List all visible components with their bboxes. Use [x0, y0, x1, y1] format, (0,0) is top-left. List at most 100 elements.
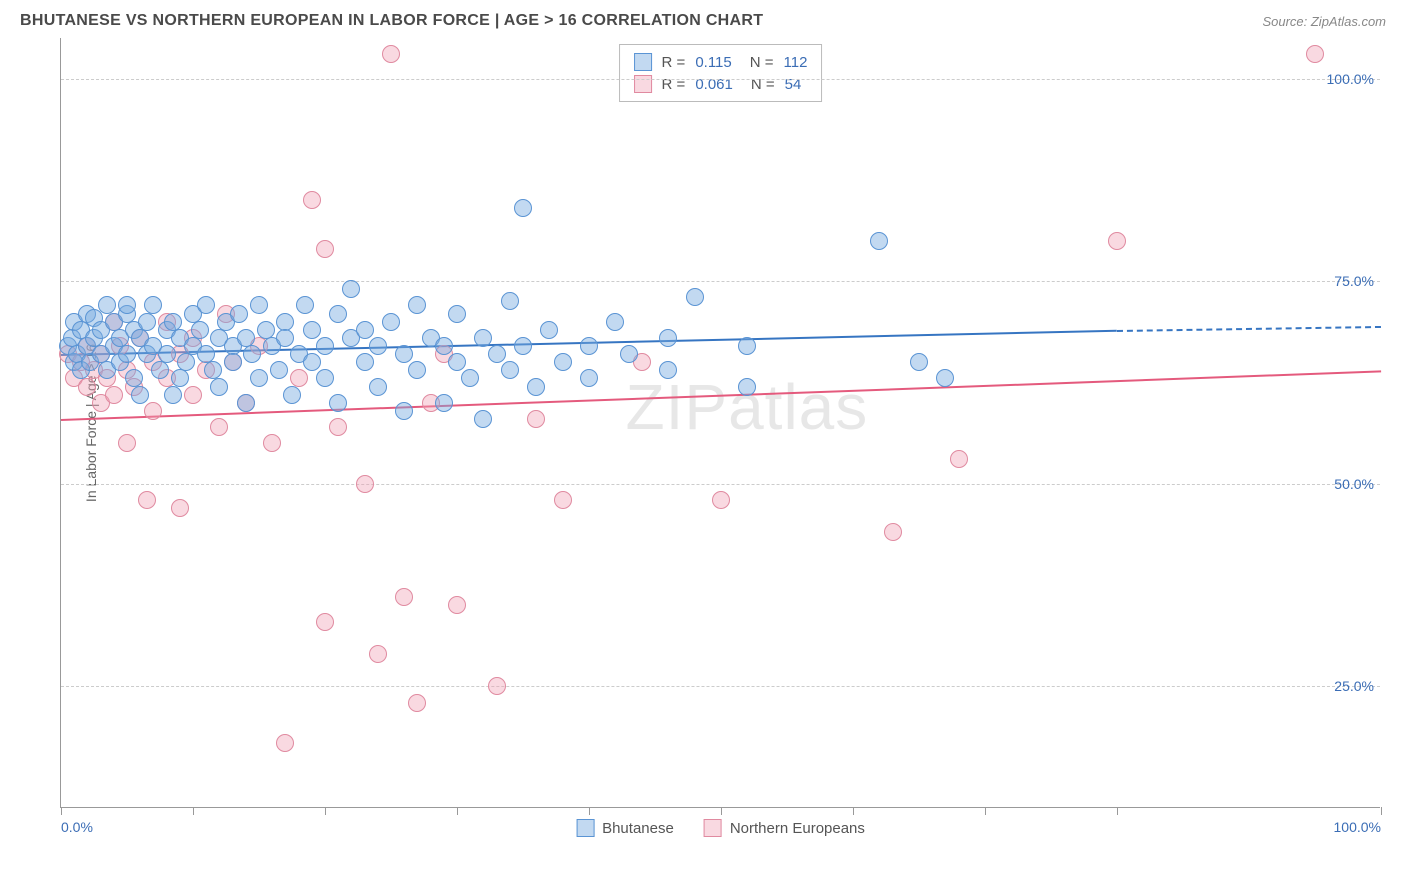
x-tick	[853, 807, 854, 815]
data-point-bhutanese	[870, 232, 888, 250]
data-point-bhutanese	[606, 313, 624, 331]
data-point-neuropean	[138, 491, 156, 509]
data-point-bhutanese	[118, 296, 136, 314]
x-tick	[1117, 807, 1118, 815]
data-point-neuropean	[369, 645, 387, 663]
data-point-bhutanese	[164, 386, 182, 404]
data-point-neuropean	[950, 450, 968, 468]
data-point-neuropean	[316, 613, 334, 631]
legend-item-neuropean: Northern Europeans	[704, 819, 865, 837]
swatch-bhutanese	[576, 819, 594, 837]
data-point-bhutanese	[144, 296, 162, 314]
data-point-bhutanese	[435, 337, 453, 355]
data-point-bhutanese	[118, 345, 136, 363]
y-tick-label: 50.0%	[1334, 476, 1374, 492]
legend-label-bhutanese: Bhutanese	[602, 820, 674, 837]
data-point-bhutanese	[197, 296, 215, 314]
data-point-bhutanese	[138, 313, 156, 331]
data-point-bhutanese	[408, 361, 426, 379]
data-point-bhutanese	[527, 378, 545, 396]
data-point-bhutanese	[329, 305, 347, 323]
data-point-bhutanese	[395, 402, 413, 420]
data-point-neuropean	[448, 596, 466, 614]
r-value-bhutanese: 0.115	[695, 54, 731, 71]
x-tick	[1381, 807, 1382, 815]
data-point-bhutanese	[151, 361, 169, 379]
data-point-bhutanese	[316, 337, 334, 355]
x-tick	[457, 807, 458, 815]
data-point-bhutanese	[554, 353, 572, 371]
x-tick	[985, 807, 986, 815]
data-point-neuropean	[1306, 45, 1324, 63]
data-point-bhutanese	[501, 292, 519, 310]
data-point-bhutanese	[382, 313, 400, 331]
data-point-bhutanese	[474, 410, 492, 428]
data-point-bhutanese	[540, 321, 558, 339]
gridline	[61, 484, 1380, 485]
data-point-neuropean	[210, 418, 228, 436]
data-point-neuropean	[356, 475, 374, 493]
data-point-neuropean	[118, 434, 136, 452]
stats-box: R = 0.115 N = 112 R = 0.061 N = 54	[619, 44, 823, 102]
gridline	[61, 281, 1380, 282]
data-point-neuropean	[171, 499, 189, 517]
r-label: R =	[662, 54, 686, 71]
data-point-bhutanese	[488, 345, 506, 363]
stats-row-neuropean: R = 0.061 N = 54	[634, 73, 808, 95]
data-point-neuropean	[303, 191, 321, 209]
data-point-neuropean	[884, 523, 902, 541]
data-point-neuropean	[263, 434, 281, 452]
data-point-bhutanese	[738, 337, 756, 355]
data-point-bhutanese	[329, 394, 347, 412]
data-point-neuropean	[395, 588, 413, 606]
x-tick	[721, 807, 722, 815]
data-point-neuropean	[184, 386, 202, 404]
data-point-bhutanese	[738, 378, 756, 396]
data-point-neuropean	[105, 386, 123, 404]
swatch-neuropean	[704, 819, 722, 837]
y-tick-label: 75.0%	[1334, 273, 1374, 289]
data-point-neuropean	[1108, 232, 1126, 250]
data-point-bhutanese	[580, 337, 598, 355]
data-point-neuropean	[527, 410, 545, 428]
data-point-bhutanese	[210, 378, 228, 396]
data-point-bhutanese	[369, 337, 387, 355]
data-point-neuropean	[554, 491, 572, 509]
data-point-bhutanese	[243, 345, 261, 363]
data-point-neuropean	[316, 240, 334, 258]
data-point-bhutanese	[686, 288, 704, 306]
x-tick	[193, 807, 194, 815]
data-point-bhutanese	[448, 305, 466, 323]
data-point-neuropean	[408, 694, 426, 712]
data-point-bhutanese	[501, 361, 519, 379]
x-tick	[61, 807, 62, 815]
legend-label-neuropean: Northern Europeans	[730, 820, 865, 837]
chart-title: BHUTANESE VS NORTHERN EUROPEAN IN LABOR …	[20, 12, 763, 30]
data-point-bhutanese	[283, 386, 301, 404]
data-point-bhutanese	[316, 369, 334, 387]
data-point-bhutanese	[237, 394, 255, 412]
n-value-bhutanese: 112	[784, 54, 808, 71]
data-point-bhutanese	[356, 321, 374, 339]
y-tick-label: 100.0%	[1327, 71, 1374, 87]
data-point-bhutanese	[303, 321, 321, 339]
data-point-bhutanese	[342, 280, 360, 298]
data-point-bhutanese	[620, 345, 638, 363]
data-point-neuropean	[712, 491, 730, 509]
legend: Bhutanese Northern Europeans	[576, 819, 865, 837]
data-point-bhutanese	[191, 321, 209, 339]
x-tick-label: 100.0%	[1334, 819, 1381, 835]
data-point-bhutanese	[356, 353, 374, 371]
data-point-bhutanese	[250, 369, 268, 387]
data-point-neuropean	[488, 677, 506, 695]
data-point-bhutanese	[514, 199, 532, 217]
data-point-bhutanese	[131, 386, 149, 404]
data-point-bhutanese	[296, 296, 314, 314]
gridline	[61, 686, 1380, 687]
data-point-neuropean	[276, 734, 294, 752]
data-point-bhutanese	[474, 329, 492, 347]
x-tick	[325, 807, 326, 815]
data-point-bhutanese	[276, 329, 294, 347]
data-point-bhutanese	[461, 369, 479, 387]
data-point-neuropean	[78, 378, 96, 396]
